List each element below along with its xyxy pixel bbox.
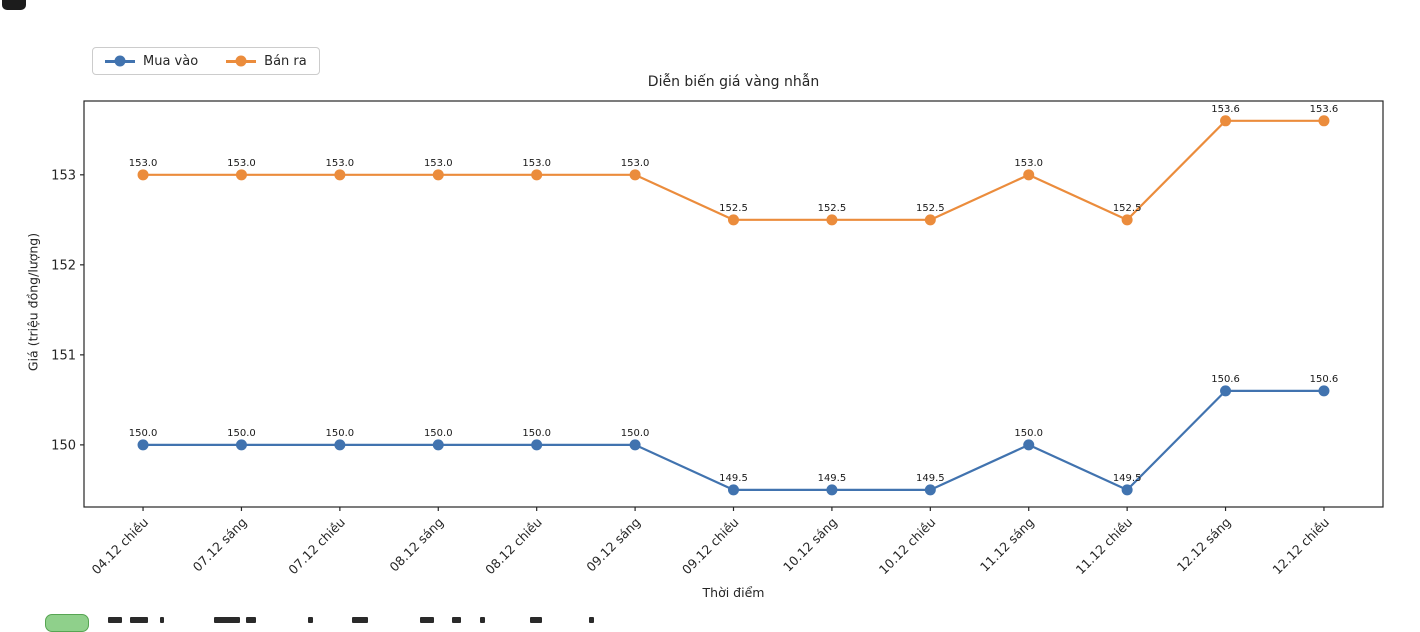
- data-point-label: 150.0: [1014, 428, 1043, 439]
- chart-legend: Mua vào Bán ra: [92, 47, 320, 75]
- data-point-marker: [728, 214, 739, 226]
- data-point-marker: [432, 439, 444, 451]
- cut-off-text-fragment: [130, 617, 148, 623]
- data-point-label: 150.0: [326, 428, 355, 439]
- cut-off-text-fragment: [530, 617, 542, 623]
- chart-title: Diễn biến giá vàng nhẫn: [647, 74, 820, 90]
- data-point-label: 150.0: [522, 428, 551, 439]
- cut-off-text-fragment: [420, 617, 434, 623]
- cut-off-element-top-fragment: [2, 0, 26, 10]
- cut-off-text-fragment: [108, 617, 122, 623]
- x-tick-label: 11.12 chiều: [1073, 515, 1136, 578]
- cut-off-text-fragment: [480, 617, 485, 623]
- data-point-label: 149.5: [719, 473, 748, 484]
- x-tick-label: 09.12 chiều: [679, 515, 742, 578]
- data-point-label: 153.0: [621, 158, 650, 169]
- data-point-marker: [432, 169, 444, 181]
- y-tick-label: 153: [51, 168, 76, 183]
- data-point-label: 152.5: [916, 203, 945, 214]
- cut-off-text-fragment: [214, 617, 240, 623]
- data-point-marker: [629, 169, 641, 181]
- x-tick-label: 07.12 sáng: [190, 515, 250, 575]
- y-tick-label: 150: [51, 438, 76, 453]
- data-point-label: 150.0: [227, 428, 256, 439]
- legend-label: Bán ra: [264, 53, 307, 69]
- data-point-label: 150.0: [424, 428, 453, 439]
- data-point-label: 153.0: [424, 158, 453, 169]
- data-point-label: 153.0: [326, 158, 355, 169]
- data-point-label: 153.0: [129, 158, 158, 169]
- cut-off-text-fragment: [589, 617, 594, 623]
- data-point-label: 149.5: [916, 473, 945, 484]
- data-point-marker: [334, 439, 346, 451]
- data-point-label: 149.5: [1113, 473, 1142, 484]
- data-point-marker: [1121, 484, 1133, 496]
- y-axis-label: Giá (triệu đồng/lượng): [25, 232, 41, 372]
- x-tick-label: 08.12 chiều: [482, 515, 545, 578]
- cut-off-text-fragment: [452, 617, 461, 623]
- data-point-label: 150.6: [1211, 374, 1240, 385]
- data-point-label: 152.5: [719, 203, 748, 214]
- data-point-label: 153.6: [1211, 104, 1240, 115]
- cut-off-next-row: [0, 612, 1420, 632]
- data-point-marker: [235, 439, 247, 451]
- data-point-label: 153.0: [1014, 158, 1043, 169]
- x-tick-label: 12.12 sáng: [1174, 515, 1234, 575]
- line-marker-sample-icon: [105, 55, 135, 67]
- data-point-label: 153.6: [1310, 104, 1339, 115]
- legend-item-ban-ra: Bán ra: [226, 54, 307, 69]
- x-axis-label: Thời điểm: [702, 585, 765, 600]
- line-marker-sample-icon: [226, 55, 257, 67]
- data-point-marker: [1318, 385, 1330, 397]
- data-point-marker: [826, 484, 838, 496]
- data-point-marker: [531, 439, 543, 451]
- data-point-label: 150.0: [621, 428, 650, 439]
- data-point-marker: [1318, 115, 1330, 127]
- data-point-label: 153.0: [522, 158, 551, 169]
- green-rounded-button-icon[interactable]: [45, 614, 89, 632]
- data-point-marker: [728, 484, 739, 496]
- x-tick-label: 10.12 sáng: [780, 515, 840, 575]
- data-point-marker: [924, 214, 936, 226]
- data-point-marker: [137, 439, 149, 451]
- data-point-marker: [1023, 439, 1035, 451]
- x-tick-label: 07.12 chiều: [285, 515, 348, 578]
- x-tick-label: 09.12 sáng: [583, 515, 643, 575]
- cut-off-text-fragment: [308, 617, 313, 623]
- data-point-marker: [531, 169, 543, 181]
- y-tick-label: 151: [51, 348, 76, 363]
- data-point-marker: [629, 439, 641, 451]
- x-tick-label: 08.12 sáng: [386, 515, 446, 575]
- data-point-marker: [1220, 115, 1232, 127]
- data-point-marker: [924, 484, 936, 496]
- x-tick-label: 12.12 chiều: [1269, 515, 1332, 578]
- legend-item-mua-vao: Mua vào: [105, 54, 198, 69]
- data-point-marker: [334, 169, 346, 181]
- data-point-label: 150.0: [129, 428, 158, 439]
- data-point-marker: [1121, 214, 1133, 226]
- data-point-label: 149.5: [818, 473, 847, 484]
- x-tick-label: 11.12 sáng: [977, 515, 1037, 575]
- y-tick-label: 152: [51, 258, 76, 273]
- data-point-marker: [235, 169, 247, 181]
- data-point-marker: [1220, 385, 1232, 397]
- data-point-label: 152.5: [818, 203, 847, 214]
- data-point-label: 153.0: [227, 158, 256, 169]
- x-tick-label: 04.12 chiều: [88, 515, 151, 578]
- x-tick-label: 10.12 chiều: [876, 515, 939, 578]
- legend-label: Mua vào: [143, 53, 199, 69]
- data-point-marker: [137, 169, 149, 181]
- cut-off-text-fragment: [160, 617, 164, 623]
- data-point-label: 150.6: [1310, 374, 1339, 385]
- data-point-label: 152.5: [1113, 203, 1142, 214]
- data-point-marker: [826, 214, 838, 226]
- axes-frame: [83, 100, 1384, 508]
- cut-off-text-fragment: [246, 617, 256, 623]
- data-point-marker: [1023, 169, 1035, 181]
- cut-off-text-fragment: [352, 617, 368, 623]
